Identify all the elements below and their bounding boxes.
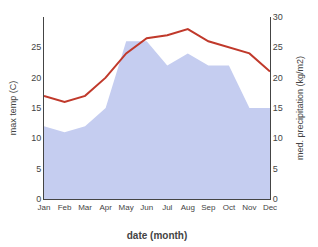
svg-text:5: 5 [273,164,278,174]
svg-text:15: 15 [273,103,283,113]
svg-text:30: 30 [273,12,283,22]
svg-text:Oct: Oct [223,203,236,212]
svg-text:0: 0 [36,194,41,204]
svg-text:10: 10 [273,133,283,143]
svg-text:Jun: Jun [140,203,153,212]
svg-text:20: 20 [31,73,41,83]
svg-text:max temp (C): max temp (C) [8,81,18,136]
svg-text:25: 25 [31,42,41,52]
svg-text:Apr: Apr [99,203,112,212]
svg-text:25: 25 [273,42,283,52]
svg-text:5: 5 [36,164,41,174]
svg-text:Mar: Mar [78,203,92,212]
svg-text:Jul: Jul [162,203,172,212]
svg-text:15: 15 [31,103,41,113]
svg-text:10: 10 [31,133,41,143]
svg-text:May: May [119,203,134,212]
svg-text:20: 20 [273,73,283,83]
svg-text:Jan: Jan [38,203,51,212]
svg-text:date (month): date (month) [127,230,188,241]
svg-text:Nov: Nov [242,203,256,212]
svg-text:med. precipitation (kg/m2): med. precipitation (kg/m2) [295,56,305,160]
svg-text:Sep: Sep [201,203,216,212]
svg-text:Aug: Aug [181,203,195,212]
svg-text:Dec: Dec [263,203,277,212]
svg-text:0: 0 [273,194,278,204]
svg-text:Feb: Feb [58,203,72,212]
